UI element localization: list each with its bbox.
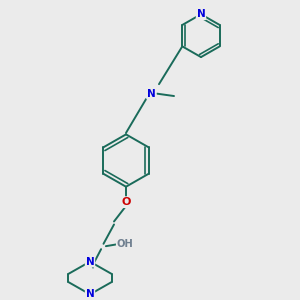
Text: N: N	[85, 289, 94, 299]
Text: N: N	[196, 9, 206, 19]
Text: N: N	[85, 256, 94, 267]
Text: N: N	[147, 89, 156, 99]
Text: OH: OH	[117, 239, 134, 249]
Text: O: O	[121, 197, 131, 207]
